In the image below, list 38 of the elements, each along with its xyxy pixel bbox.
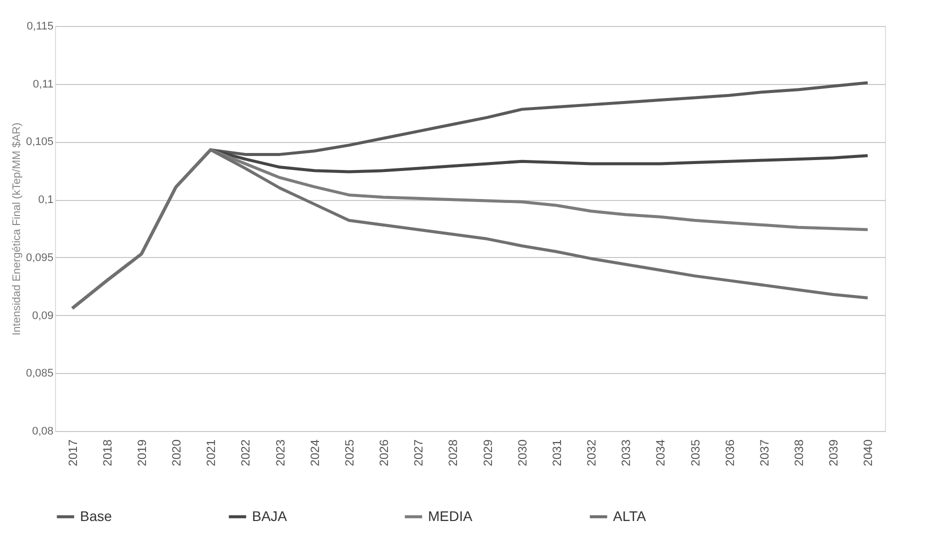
x-tick-label: 2039 bbox=[826, 439, 841, 466]
x-tick-label: 2018 bbox=[100, 439, 114, 466]
y-axis-title: Intensidad Energética Final (kTep/MM $AR) bbox=[10, 122, 23, 336]
x-tick-label: 2017 bbox=[66, 439, 80, 466]
legend-label: BAJA bbox=[252, 508, 288, 524]
legend-label: MEDIA bbox=[428, 508, 473, 524]
x-tick-label: 2028 bbox=[446, 439, 460, 466]
x-tick-label: 2025 bbox=[342, 439, 356, 466]
line-series bbox=[70, 148, 870, 310]
y-tick-label: 0,095 bbox=[26, 252, 54, 264]
x-tick-label: 2020 bbox=[170, 439, 184, 466]
x-tick-label: 2023 bbox=[273, 439, 288, 466]
y-tick-label: 0,1 bbox=[38, 194, 54, 206]
x-tick-label: 2026 bbox=[377, 439, 392, 466]
x-tick-label: 2030 bbox=[515, 439, 530, 466]
x-tick-label: 2029 bbox=[480, 439, 495, 466]
x-tick-label: 2040 bbox=[861, 439, 876, 466]
y-tick-label: 0,105 bbox=[26, 136, 54, 148]
x-tick-label: 2033 bbox=[619, 439, 634, 466]
x-tick-label: 2032 bbox=[584, 439, 599, 466]
x-tick-label: 2036 bbox=[722, 439, 737, 466]
x-tick-label: 2027 bbox=[412, 439, 426, 466]
y-tick-label: 0,115 bbox=[26, 20, 54, 32]
y-tick-label: 0,11 bbox=[32, 78, 54, 90]
x-tick-label: 2038 bbox=[792, 439, 806, 466]
x-tick-label: 2034 bbox=[654, 439, 668, 466]
x-tick-label: 2024 bbox=[308, 439, 322, 466]
x-tick-label: 2031 bbox=[550, 439, 564, 466]
x-tick-label: 2022 bbox=[238, 439, 253, 466]
legend-label: ALTA bbox=[613, 508, 647, 524]
x-tick-label: 2019 bbox=[134, 439, 149, 466]
x-tick-label: 2021 bbox=[204, 439, 218, 466]
x-tick-label: 2037 bbox=[757, 439, 772, 466]
y-tick-label: 0,085 bbox=[26, 368, 54, 380]
y-tick-label: 0,08 bbox=[32, 426, 54, 438]
legend-label: Base bbox=[80, 508, 112, 524]
x-tick-label: 2035 bbox=[688, 439, 702, 466]
y-tick-label: 0,09 bbox=[32, 310, 54, 322]
